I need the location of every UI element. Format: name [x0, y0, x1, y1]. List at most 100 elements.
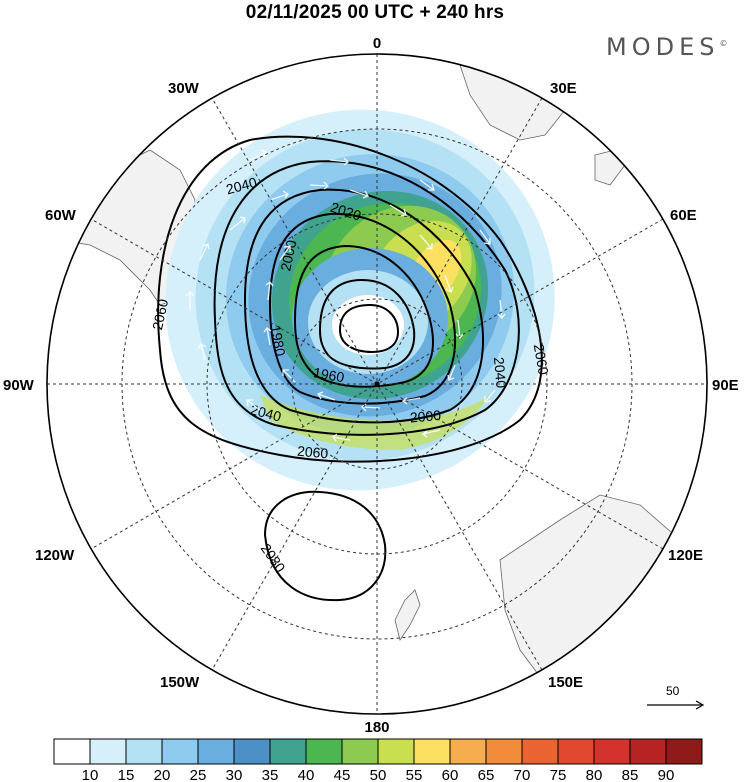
colorbar-label: 75 — [550, 767, 567, 782]
colorbar-box — [125, 738, 163, 765]
longitude-label-120w: 120W — [35, 547, 75, 564]
colorbar-box — [377, 738, 415, 765]
colorbar-label: 25 — [190, 767, 207, 782]
colorbar-label: 60 — [442, 767, 459, 782]
wind-arrow — [455, 319, 464, 339]
longitude-label-60e: 60E — [670, 207, 697, 224]
wind-arrow — [419, 179, 435, 191]
longitude-label-120e: 120E — [668, 547, 703, 564]
reference-vector-head — [695, 700, 705, 710]
colorbar-box — [413, 738, 451, 765]
contour-label: 2000 — [277, 238, 299, 272]
contour-2080 — [263, 490, 387, 602]
colorbar-box — [593, 738, 631, 765]
longitude-label-150e: 150E — [548, 674, 583, 691]
wind-arrow — [263, 327, 272, 346]
colorbar-label: 55 — [406, 767, 423, 782]
colorbar-box — [521, 738, 559, 765]
colorbar-box — [89, 738, 127, 765]
contour-2060 — [157, 135, 543, 463]
wind-arrow — [484, 389, 496, 403]
wind-arrow — [265, 281, 274, 301]
wind-arrow — [199, 243, 210, 261]
wind-arrow — [185, 291, 195, 310]
colorbar-box — [341, 738, 379, 765]
contour-1960 — [318, 278, 416, 370]
longitude-label-30e: 30E — [550, 80, 577, 97]
longitude-labels: 0 30E 60E 90E 120E 150E 180 150W 120W 90… — [3, 35, 739, 736]
colorbar-box — [485, 738, 523, 765]
wind-arrow — [389, 204, 407, 217]
copyright-mark: © — [719, 39, 728, 48]
colorbar-label: 20 — [154, 767, 171, 782]
contour-label: 2060 — [149, 297, 171, 331]
wind-arrow — [329, 157, 349, 166]
colorbar-label: 15 — [118, 767, 135, 782]
colorbar-label: 40 — [298, 767, 315, 782]
wind-arrow — [444, 274, 454, 293]
colorbar-label: 80 — [586, 767, 603, 782]
africa-land — [454, 54, 566, 141]
colorbar-box — [629, 738, 667, 765]
new-zealand-land — [394, 589, 421, 641]
brand-name: MODES — [606, 33, 720, 61]
colorbar-box — [269, 738, 307, 765]
colorbar-box — [53, 738, 91, 765]
wind-arrow — [419, 234, 433, 250]
colorbar: 10 15 20 25 30 35 40 45 50 55 60 65 70 75 80 85 90 — [53, 738, 703, 782]
wind-arrow — [246, 399, 261, 411]
brand-logo: MODES© — [606, 33, 727, 61]
colorbar-box — [197, 738, 235, 765]
colorbar-label: 45 — [334, 767, 351, 782]
contour-2040 — [213, 160, 520, 436]
contour-1980 — [293, 244, 434, 388]
contour-2000 — [268, 212, 457, 405]
wind-vectors — [185, 149, 506, 442]
longitude-label-180: 180 — [364, 719, 389, 736]
contour-label: 2000 — [409, 407, 442, 426]
wind-arrow — [249, 149, 267, 161]
longitude-label-90w: 90W — [3, 377, 35, 394]
contour-label: 1980 — [268, 324, 289, 358]
longitude-label-90e: 90E — [712, 377, 739, 394]
wind-arrow — [317, 391, 336, 401]
wind-arrow — [279, 245, 291, 261]
polar-stereographic-map: 2040 2020 2000 2060 1980 1960 2040 2060 … — [3, 35, 739, 736]
colorbar-labels: 10 15 20 25 30 35 40 45 50 55 60 65 70 75 80 85 90 — [82, 767, 675, 782]
wind-arrow — [269, 190, 289, 201]
australia-land — [499, 494, 707, 701]
contour-label: 2040 — [224, 174, 258, 198]
wind-arrow — [229, 216, 246, 231]
colorbar-label: 70 — [514, 767, 531, 782]
wind-arrow — [497, 299, 506, 319]
colorbar-label: 65 — [478, 767, 495, 782]
colorbar-label: 30 — [226, 767, 243, 782]
colorbar-boxes — [53, 738, 703, 765]
colorbar-label: 85 — [622, 767, 639, 782]
colorbar-box — [557, 738, 595, 765]
south-pole-marker — [374, 381, 380, 387]
wind-arrow — [344, 343, 354, 351]
reference-vector — [647, 700, 705, 710]
longitude-label-0: 0 — [373, 35, 381, 52]
colorbar-box — [161, 738, 199, 765]
longitude-label-60w: 60W — [45, 207, 77, 224]
contour-label: 1960 — [312, 364, 346, 385]
longitude-label-150w: 150W — [160, 674, 200, 691]
colorbar-box — [449, 738, 487, 765]
map-title: 02/11/2025 00 UTC + 240 hrs — [245, 2, 505, 23]
wind-arrow — [447, 364, 456, 381]
wind-arrow — [197, 343, 207, 361]
contour-1940 — [338, 303, 400, 354]
contour-label: 2040 — [249, 401, 283, 425]
longitude-label-30w: 30W — [168, 80, 200, 97]
wind-arrow — [479, 229, 491, 245]
wind-arrow — [282, 369, 296, 383]
reference-vector-label: 50 — [666, 684, 680, 698]
wind-arrow — [332, 433, 351, 442]
colorbar-box — [665, 738, 703, 765]
contour-2020 — [243, 188, 484, 424]
contour-label: 2060 — [296, 443, 329, 462]
colorbar-box — [233, 738, 271, 765]
colorbar-label: 90 — [658, 767, 675, 782]
